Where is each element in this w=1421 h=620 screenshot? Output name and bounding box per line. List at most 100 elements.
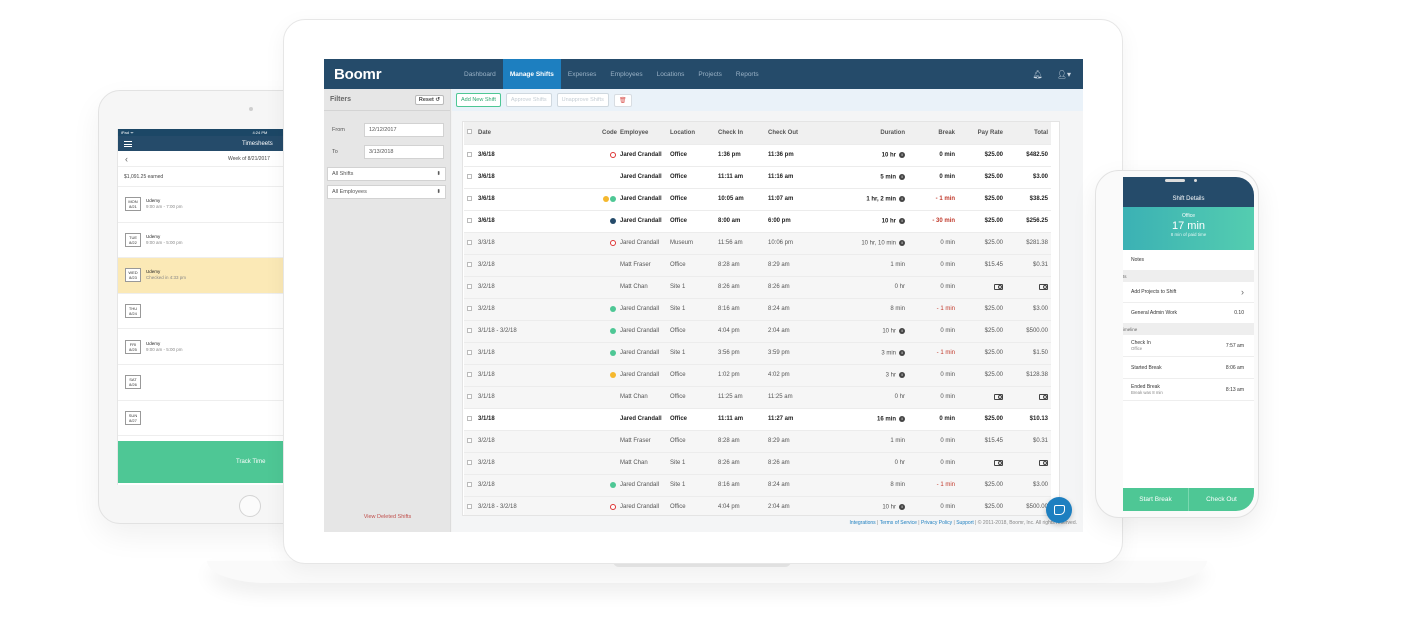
table-row[interactable]: 3/2/18 Matt Chan Site 1 8:26 am 8:26 am 0 hr 0…	[464, 452, 1051, 475]
nav-expenses[interactable]: Expenses	[567, 70, 597, 78]
footer-link-support[interactable]: Support	[956, 520, 974, 526]
col-employee[interactable]: Employee	[620, 122, 670, 145]
table-row[interactable]: 3/1/18 - 3/2/18 Jared Crandall Office 4:04 …	[464, 320, 1051, 343]
nav-projects[interactable]: Projects	[698, 70, 722, 78]
table-row[interactable]: 3/6/18 Jared Crandall Office 11:11 am 11:16 …	[464, 166, 1051, 189]
cell-total: $281.38	[1006, 232, 1051, 255]
add-new-shift-button[interactable]: Add New Shift	[456, 93, 501, 107]
trash-icon[interactable]: 🗑︎	[613, 93, 632, 107]
row-checkbox[interactable]	[467, 195, 472, 201]
nav-manage-shifts[interactable]: Manage Shifts	[502, 59, 561, 89]
row-checkbox[interactable]	[467, 151, 472, 157]
table-row[interactable]: 3/3/18 Jared Crandall Museum 11:56 am 10:06 …	[464, 232, 1051, 255]
to-date-input[interactable]: 3/13/2018	[364, 145, 444, 159]
table-row[interactable]: 3/6/18 Jared Crandall Office 1:36 pm 11:36 p…	[464, 144, 1051, 167]
row-checkbox[interactable]	[467, 327, 472, 333]
info-icon[interactable]: i	[899, 217, 905, 224]
table-row[interactable]: 3/1/18 Jared Crandall Site 1 3:56 pm 3:59 pm…	[464, 342, 1051, 365]
table-row[interactable]: 3/2/18 Jared Crandall Site 1 8:16 am 8:24 am…	[464, 474, 1051, 497]
col-total[interactable]: Total	[1006, 122, 1051, 145]
row-checkbox[interactable]	[467, 393, 472, 399]
col-code[interactable]: Code	[580, 122, 620, 145]
row-checkbox[interactable]	[467, 239, 472, 245]
day-row[interactable]: MON 8/21 Udemy 9:00 am - 7:00 pm	[118, 187, 329, 223]
chevron-left-icon[interactable]: ‹	[125, 153, 128, 164]
chat-launcher-button[interactable]	[1046, 497, 1072, 523]
cell-pay-rate: $25.00	[958, 232, 1006, 255]
nav-dashboard[interactable]: Dashboard	[464, 70, 496, 78]
timeline-row[interactable]: Check In Office 7:57 am	[1123, 335, 1254, 357]
to-row: To 3/13/2018	[324, 141, 450, 163]
hamburger-icon[interactable]	[124, 140, 132, 147]
timeline-row[interactable]: Started Break 8:06 am	[1123, 357, 1254, 379]
table-row[interactable]: 3/6/18 Jared Crandall Office 8:00 am 6:00 pm…	[464, 210, 1051, 233]
start-break-button[interactable]: Start Break	[1123, 488, 1189, 511]
check-out-button[interactable]: Check Out	[1189, 488, 1254, 511]
approve-shifts-button[interactable]: Approve Shifts	[505, 93, 552, 107]
notes-row[interactable]: Notes	[1123, 250, 1254, 271]
row-checkbox[interactable]	[467, 437, 472, 443]
info-icon[interactable]: i	[899, 415, 905, 422]
info-icon[interactable]: i	[899, 195, 905, 202]
footer-link-terms[interactable]: Terms of Service	[879, 520, 917, 526]
info-icon[interactable]: i	[899, 151, 905, 158]
col-duration[interactable]: Duration	[828, 122, 908, 145]
add-projects-row[interactable]: Add Projects to Shift ›	[1123, 282, 1254, 303]
row-checkbox[interactable]	[467, 261, 472, 267]
day-row[interactable]: THU 8/24	[118, 294, 329, 330]
table-row[interactable]: 3/6/18 Jared Crandall Office 10:05 am 11:07 …	[464, 188, 1051, 211]
employees-select[interactable]: All Employees ⬍	[327, 185, 446, 199]
table-row[interactable]: 3/2/18 Jared Crandall Site 1 8:16 am 8:24 am…	[464, 298, 1051, 321]
row-checkbox[interactable]	[467, 173, 472, 179]
table-row[interactable]: 3/2/18 Matt Fraser Office 8:28 am 8:29 am 1 m…	[464, 430, 1051, 453]
view-deleted-shifts-link[interactable]: View Deleted Shifts	[363, 514, 412, 520]
from-date-input[interactable]: 12/12/2017	[364, 123, 444, 137]
boomr-logo[interactable]: Boomr	[334, 65, 382, 83]
select-all-checkbox[interactable]	[467, 129, 472, 135]
unapprove-shifts-button[interactable]: Unapprove Shifts	[556, 93, 609, 107]
row-checkbox[interactable]	[467, 481, 472, 487]
info-icon[interactable]: i	[899, 173, 905, 180]
nav-locations[interactable]: Locations	[656, 70, 685, 78]
row-checkbox[interactable]	[467, 459, 472, 465]
table-row[interactable]: 3/2/18 Matt Chan Site 1 8:26 am 8:26 am 0 hr 0…	[464, 276, 1051, 299]
col-date[interactable]: Date	[478, 122, 580, 145]
day-list: MON 8/21 Udemy 9:00 am - 7:00 pm TUE 8/22 Udem…	[118, 187, 329, 437]
col-pay-rate[interactable]: Pay Rate	[958, 122, 1006, 145]
table-row[interactable]: 3/1/18 Matt Chan Office 11:25 am 11:25 am 0 h…	[464, 386, 1051, 409]
info-icon[interactable]: i	[899, 239, 905, 246]
info-icon[interactable]: i	[899, 371, 905, 378]
day-row[interactable]: FRI 8/25 Udemy 9:00 am - 5:00 pm	[118, 329, 329, 365]
info-icon[interactable]: i	[899, 327, 905, 334]
row-checkbox[interactable]	[467, 371, 472, 377]
shifts-select[interactable]: All Shifts ⬍	[327, 167, 446, 181]
col-check-out[interactable]: Check Out	[768, 122, 828, 145]
user-menu-icon[interactable]: 👤︎▾	[1056, 69, 1071, 79]
row-checkbox[interactable]	[467, 305, 472, 311]
row-checkbox[interactable]	[467, 415, 472, 421]
row-checkbox[interactable]	[467, 349, 472, 355]
footer-link-integrations[interactable]: Integrations	[849, 520, 876, 526]
bell-icon[interactable]: 🔔︎	[1032, 69, 1043, 79]
row-checkbox[interactable]	[467, 283, 472, 289]
col-break[interactable]: Break	[908, 122, 958, 145]
row-checkbox[interactable]	[467, 217, 472, 223]
reset-button[interactable]: Reset ↺	[414, 94, 444, 105]
day-row[interactable]: SUN 8/27	[118, 401, 329, 437]
day-row[interactable]: SAT 8/26	[118, 365, 329, 401]
footer-link-privacy[interactable]: Privacy Policy	[921, 520, 953, 526]
info-icon[interactable]: i	[899, 503, 905, 510]
table-row[interactable]: 3/2/18 Matt Fraser Office 8:28 am 8:29 am 1 m…	[464, 254, 1051, 277]
table-row[interactable]: 3/1/18 Jared Crandall Office 1:02 pm 4:02 pm…	[464, 364, 1051, 387]
day-row[interactable]: TUE 8/22 Udemy 9:00 am - 5:00 pm	[118, 223, 329, 259]
row-checkbox[interactable]	[467, 503, 472, 509]
col-location[interactable]: Location	[670, 122, 718, 145]
table-row[interactable]: 3/2/18 - 3/2/18 Jared Crandall Office 4:04 …	[464, 496, 1051, 515]
nav-employees[interactable]: Employees	[610, 70, 643, 78]
timeline-row[interactable]: Ended Break Break was 8 min 8:13 am	[1123, 379, 1254, 401]
col-check-in[interactable]: Check In	[718, 122, 768, 145]
info-icon[interactable]: i	[899, 349, 905, 356]
table-row[interactable]: 3/1/18 Jared Crandall Office 11:11 am 11:27 …	[464, 408, 1051, 431]
nav-reports[interactable]: Reports	[735, 70, 759, 78]
project-row[interactable]: General Admin Work 0.10	[1123, 303, 1254, 324]
